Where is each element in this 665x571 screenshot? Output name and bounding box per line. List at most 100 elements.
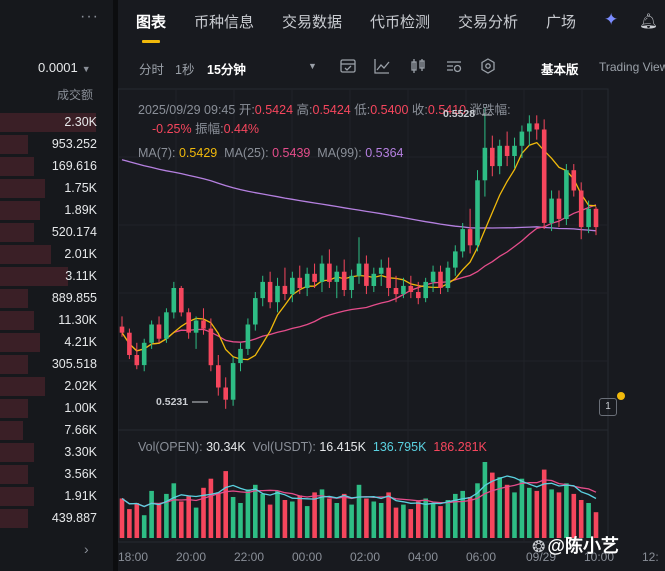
candle-body (245, 324, 251, 349)
vol-open-value: 30.34K (206, 440, 246, 454)
candle-body (253, 298, 258, 325)
tab-token-check[interactable]: 代币检测 (370, 14, 431, 31)
orderbook-row[interactable]: 1.89K (0, 200, 113, 220)
settings-icon[interactable] (479, 57, 497, 75)
orderbook-row[interactable]: 305.518 (0, 354, 113, 374)
interval-1s[interactable]: 1秒 (175, 63, 195, 77)
orderbook-row[interactable]: 1.75K (0, 178, 113, 198)
orderbook-row[interactable]: 439.887 (0, 508, 113, 528)
tab-trade-data[interactable]: 交易数据 (282, 14, 343, 31)
candlestick-chart[interactable] (118, 0, 665, 571)
orderbook-row[interactable]: 953.252 (0, 134, 113, 154)
panel-divider[interactable] (113, 0, 118, 571)
ma25-line (121, 204, 597, 352)
watermark-logo-icon: ❂ (532, 539, 546, 556)
candle-body (164, 312, 169, 339)
candle-body (453, 251, 458, 268)
tab-chart[interactable]: 图表 (136, 14, 167, 31)
depth-bar (0, 289, 28, 308)
candle-body (127, 332, 132, 355)
candle-body (156, 324, 162, 339)
change-value: -0.25% (152, 122, 192, 136)
low-label: 低: (354, 103, 371, 117)
orderbook-row[interactable]: 2.02K (0, 376, 113, 396)
candle-body (564, 170, 569, 219)
orderbook-row[interactable]: 7.66K (0, 420, 113, 440)
depth-bar (0, 421, 23, 440)
ohlc-line-1: 2025/09/29 09:45 开:0.5424 高:0.5424 低:0.5… (138, 99, 511, 118)
orderbook-row[interactable]: 1.91K (0, 486, 113, 506)
candle-type-icon[interactable] (409, 57, 427, 75)
volume-bar (349, 504, 354, 538)
orderbook-row[interactable]: 2.30K (0, 112, 113, 132)
precision-select[interactable]: 0.0001 ▼ (38, 60, 91, 75)
candle-body (467, 229, 473, 246)
candle-body (193, 320, 199, 333)
volume-pane-frame (118, 429, 609, 543)
candle-body (534, 123, 540, 130)
candle-body (504, 145, 510, 156)
tab-trade-analysis[interactable]: 交易分析 (458, 14, 519, 31)
interval-15m[interactable]: 15分钟 (207, 63, 246, 77)
chevron-right-icon[interactable]: › (84, 541, 89, 557)
ai-sparkle-icon[interactable]: ✦ (604, 10, 619, 29)
candle-body (312, 273, 317, 282)
line-tool-icon[interactable] (373, 57, 391, 75)
vol-usdt-label: Vol(USDT): (252, 440, 316, 454)
candle-body (186, 312, 191, 333)
interval-dropdown-icon[interactable]: ▼ (308, 61, 317, 71)
orderbook-row[interactable]: 3.11K (0, 266, 113, 286)
orderbook-row[interactable]: 889.855 (0, 288, 113, 308)
interval-timeline[interactable]: 分时 (139, 63, 165, 77)
time-label: 02:00 (350, 550, 381, 564)
orderbook-row[interactable]: 3.30K (0, 442, 113, 462)
bell-icon[interactable]: 🔔︎ (639, 13, 659, 30)
volume-bar (208, 478, 214, 538)
candle-body (578, 190, 584, 228)
indicator-icon[interactable] (339, 57, 357, 75)
orderbook-row[interactable]: 1.00K (0, 398, 113, 418)
watermark-text: @陈小艺 (547, 536, 619, 556)
ohlc-line-2: -0.25% 振幅:0.44% (152, 118, 259, 137)
volume-bar (438, 506, 443, 538)
candle-body (423, 281, 428, 299)
vol-ma2-value: 186.281K (433, 440, 487, 454)
high-price-marker: 0.5528 (443, 108, 476, 120)
orderbook-row[interactable]: 169.616 (0, 156, 113, 176)
basic-view-toggle[interactable]: 基本版 (541, 63, 579, 77)
time-label: 04:00 (408, 550, 439, 564)
orderbook-row[interactable]: 4.21K (0, 332, 113, 352)
candle-body (223, 387, 228, 400)
candle-body (238, 348, 243, 364)
volume-bar (319, 489, 325, 538)
tab-square[interactable]: 广场 (546, 14, 577, 31)
candle-body (282, 285, 288, 294)
candle-body (216, 365, 221, 388)
volume-bar (334, 503, 340, 538)
candle-body (497, 145, 502, 167)
orderbook-row[interactable]: 11.30K (0, 310, 113, 330)
volume-bar (386, 492, 391, 538)
row-volume: 1.00K (64, 401, 97, 415)
low-value: 0.5400 (370, 103, 409, 117)
amp-value: 0.44% (223, 122, 260, 136)
volume-bar (223, 471, 228, 538)
order-book-toggle-icon[interactable]: 1 (599, 398, 617, 416)
high-label: 高: (296, 103, 313, 117)
time-label: 18:00 (118, 550, 149, 564)
orderbook-row[interactable]: 2.01K (0, 244, 113, 264)
tradingview-toggle[interactable]: Trading View (599, 60, 665, 74)
time-label: 00:00 (292, 550, 323, 564)
depth-bar (0, 223, 34, 242)
orderbook-row[interactable]: 3.56K (0, 464, 113, 484)
tab-coin-info[interactable]: 币种信息 (194, 14, 255, 31)
depth-bar (0, 377, 45, 396)
row-volume: 889.855 (51, 291, 97, 305)
volume-bar (297, 495, 303, 538)
drawing-icon[interactable] (445, 57, 463, 75)
more-options-icon[interactable]: ··· (80, 8, 99, 25)
candle-body (482, 147, 488, 181)
orderbook-row[interactable]: 520.174 (0, 222, 113, 242)
time-label: 22:00 (234, 550, 265, 564)
depth-bar (0, 311, 34, 330)
